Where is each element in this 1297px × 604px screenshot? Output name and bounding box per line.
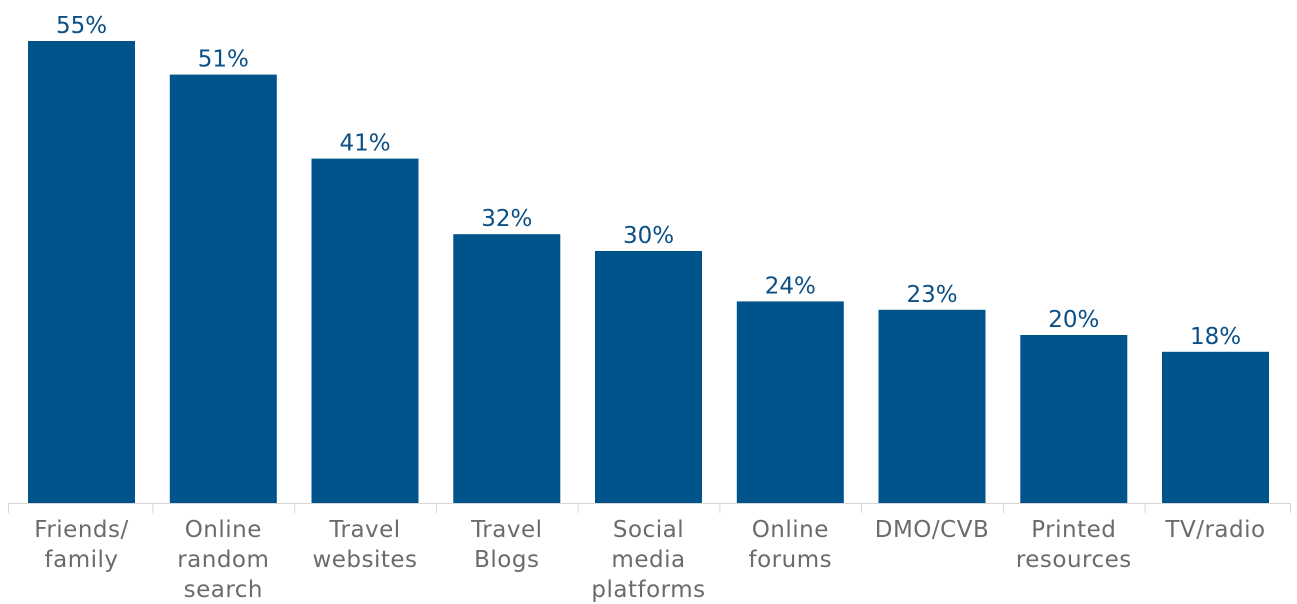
category-label-line: forums [749,547,833,573]
bar-value-label: 41% [339,131,390,157]
category-label: Online forums [749,517,833,573]
category-label-line: family [45,547,119,573]
bars-group [28,41,1269,503]
category-label-line: Travel [470,517,542,543]
category-label: Friends/family [34,517,128,573]
category-label-line: Social [613,517,684,543]
bar-value-label: 18% [1190,324,1241,350]
category-label-line: Printed [1031,517,1116,543]
category-label: Printed resources [1016,517,1132,573]
bar-value-label: 51% [198,47,249,73]
bar [736,301,844,503]
bar [311,158,419,503]
category-label-line: Online [185,517,262,543]
category-label: DMO/CVB [875,517,989,543]
bar-value-label: 32% [481,206,532,232]
category-label-line: TV/radio [1164,517,1265,543]
category-label: TV/radio [1164,517,1265,543]
bar-value-label: 30% [623,223,674,249]
bar [453,234,561,503]
category-label-line: Blogs [474,547,539,573]
bar-value-label: 20% [1048,307,1099,333]
category-label-line: websites [312,547,417,573]
category-label-line: search [184,577,263,603]
bar-value-label: 23% [906,282,957,308]
bar [1020,335,1128,503]
bar [1162,351,1269,503]
category-label-line: resources [1016,547,1132,573]
bar-value-label: 24% [765,273,816,299]
bar-value-label: 55% [56,13,107,39]
category-label-line: platforms [591,577,705,603]
category-label-line: media [611,547,685,573]
category-label-line: Travel [328,517,400,543]
bar [595,251,702,503]
category-label-line: Friends/ [34,517,128,543]
category-labels-group: Friends/family Online random search Travel we… [34,517,1265,603]
bar [169,74,277,503]
category-label: Social media platforms [591,517,705,603]
bar [878,309,986,503]
category-label: Travel websites [312,517,417,573]
category-label: Travel Blogs [470,517,542,573]
category-label-line: DMO/CVB [875,517,989,543]
bar [28,41,135,503]
x-axis [8,503,1291,513]
value-labels-group: 55% 51% 41% 32% 30% 24% 23% 20% 18% [56,13,1241,350]
category-label-line: Online [752,517,829,543]
category-label-line: random [177,547,269,573]
category-label: Online random search [177,517,269,603]
